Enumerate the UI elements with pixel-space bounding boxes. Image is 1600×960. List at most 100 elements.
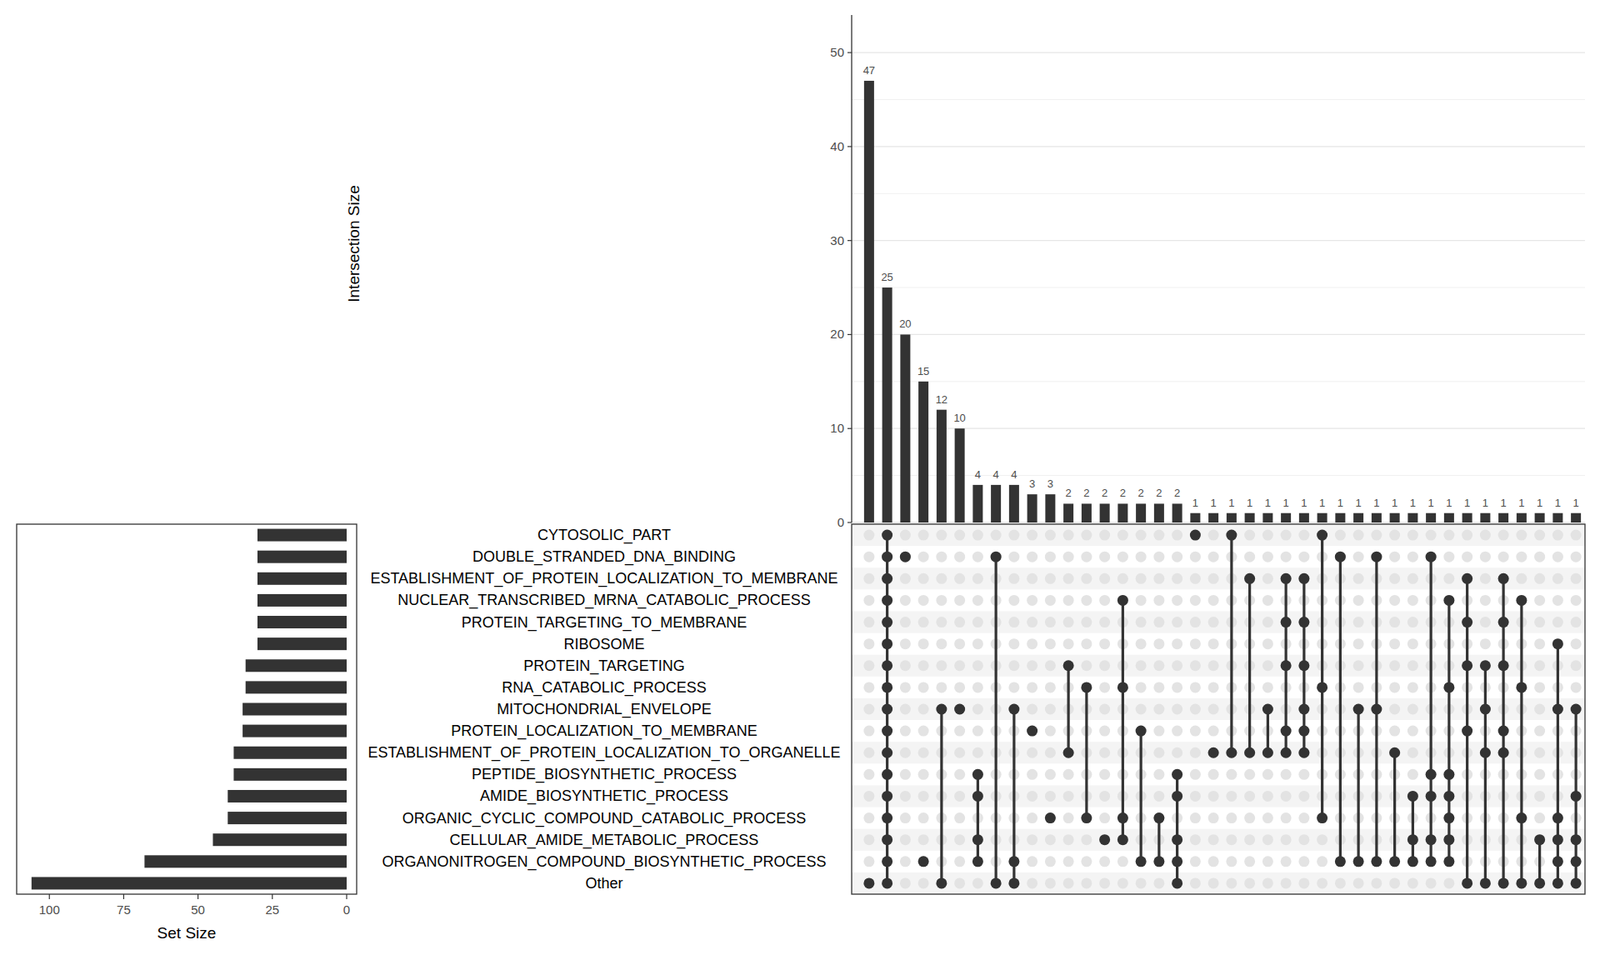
- empty-dot: [1026, 616, 1038, 628]
- empty-dot: [1190, 530, 1201, 541]
- empty-dot: [1135, 573, 1147, 585]
- intersection-bar: [864, 80, 875, 523]
- membership-dot: [1443, 812, 1455, 824]
- membership-dot: [1153, 855, 1165, 867]
- intersection-bar: [972, 485, 983, 523]
- empty-dot: [972, 725, 984, 737]
- intersection-bar: [1462, 513, 1473, 523]
- empty-dot: [1153, 660, 1165, 671]
- membership-dot: [1117, 834, 1129, 845]
- empty-dot: [1117, 681, 1129, 693]
- empty-dot: [1063, 877, 1075, 889]
- empty-dot: [1407, 595, 1419, 606]
- intersection-bar: [1317, 513, 1328, 523]
- empty-dot: [918, 573, 930, 585]
- empty-dot: [900, 725, 911, 737]
- empty-dot: [1298, 790, 1310, 802]
- y-axis: [850, 15, 852, 523]
- membership-line: [1230, 535, 1233, 753]
- empty-dot: [900, 530, 911, 541]
- membership-dot: [1480, 747, 1491, 759]
- empty-dot: [1534, 834, 1545, 845]
- empty-dot: [1570, 530, 1582, 541]
- empty-dot: [1153, 595, 1165, 606]
- x-tick-label: 75: [116, 902, 131, 917]
- empty-dot: [1280, 769, 1292, 780]
- empty-dot: [1026, 812, 1038, 824]
- empty-dot: [1153, 769, 1165, 780]
- intersection-bar: [1425, 513, 1436, 523]
- set-size-bar: [257, 550, 347, 564]
- membership-dot: [1498, 573, 1510, 585]
- empty-dot: [1570, 573, 1582, 585]
- empty-dot: [1099, 877, 1110, 889]
- empty-dot: [1153, 790, 1165, 802]
- membership-dot: [1244, 573, 1255, 585]
- empty-dot: [900, 681, 911, 693]
- membership-dot: [1498, 725, 1510, 737]
- empty-dot: [1171, 681, 1183, 693]
- membership-dot: [1370, 855, 1382, 867]
- membership-dot: [881, 877, 893, 889]
- membership-dot: [1353, 704, 1365, 715]
- empty-dot: [1153, 704, 1165, 715]
- empty-dot: [1498, 725, 1510, 737]
- x-tick: [49, 894, 50, 900]
- empty-dot: [972, 660, 984, 671]
- empty-dot: [1045, 877, 1056, 889]
- empty-dot: [1262, 660, 1274, 671]
- empty-dot: [1045, 834, 1056, 845]
- empty-dot: [1407, 725, 1419, 737]
- empty-dot: [1153, 725, 1165, 737]
- y-tick-label: 40: [830, 139, 845, 154]
- empty-dot: [954, 812, 965, 824]
- membership-dot: [1498, 877, 1510, 889]
- x-tick: [197, 894, 199, 900]
- intersection-bar: [1390, 513, 1400, 523]
- empty-dot: [863, 855, 875, 867]
- membership-dot: [1570, 704, 1582, 715]
- membership-dot: [972, 790, 984, 802]
- empty-dot: [954, 638, 965, 650]
- empty-dot: [1045, 616, 1056, 628]
- membership-dot: [1280, 747, 1292, 759]
- empty-dot: [935, 877, 947, 889]
- membership-dot: [1008, 704, 1020, 715]
- grid-line: [851, 240, 1585, 241]
- empty-dot: [863, 681, 875, 693]
- empty-dot: [1316, 681, 1328, 693]
- empty-dot: [1353, 638, 1365, 650]
- empty-dot: [863, 660, 875, 671]
- membership-dot: [1443, 595, 1455, 606]
- y-tick-label: 30: [830, 233, 845, 248]
- empty-dot: [1534, 616, 1545, 628]
- membership-dot: [972, 855, 984, 867]
- membership-dot: [1425, 834, 1437, 845]
- empty-dot: [954, 616, 965, 628]
- data-label: 1: [1283, 496, 1290, 510]
- intersection-bar: [1299, 513, 1310, 523]
- empty-dot: [1244, 747, 1255, 759]
- empty-dot: [1171, 530, 1183, 541]
- empty-dot: [935, 573, 947, 585]
- empty-dot: [1063, 573, 1075, 585]
- empty-dot: [1515, 551, 1527, 563]
- empty-dot: [1208, 812, 1220, 824]
- empty-dot: [1008, 551, 1020, 563]
- data-label: 1: [1464, 496, 1470, 510]
- set-name: CYTOSOLIC_PART: [537, 526, 671, 545]
- empty-dot: [1262, 855, 1274, 867]
- empty-dot: [1117, 551, 1129, 563]
- empty-dot: [1443, 855, 1455, 867]
- empty-dot: [1080, 616, 1092, 628]
- empty-dot: [863, 638, 875, 650]
- empty-dot: [881, 704, 893, 715]
- membership-line: [1484, 665, 1487, 884]
- empty-dot: [1480, 660, 1491, 671]
- empty-dot: [1171, 747, 1183, 759]
- empty-dot: [918, 681, 930, 693]
- empty-dot: [1407, 704, 1419, 715]
- empty-dot: [1552, 573, 1564, 585]
- empty-dot: [1534, 595, 1545, 606]
- empty-dot: [972, 551, 984, 563]
